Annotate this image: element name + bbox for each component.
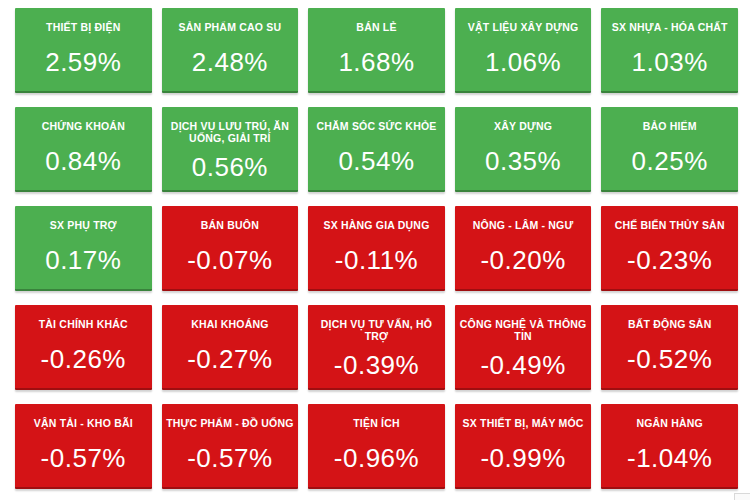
sector-name: BÁN LẺ [308, 8, 445, 33]
sector-change: -0.99% [455, 429, 592, 487]
sector-change: -0.96% [308, 429, 445, 487]
sector-tile[interactable]: SX PHỤ TRỢ 0.17% [15, 206, 152, 291]
sector-change: 0.84% [15, 132, 152, 190]
sector-change: 0.25% [601, 132, 738, 190]
sector-name: CHĂM SÓC SỨC KHỎE [308, 107, 445, 132]
sector-change: 1.03% [601, 33, 738, 91]
sector-name: SX PHỤ TRỢ [15, 206, 152, 231]
sector-name: BẢO HIỂM [601, 107, 738, 132]
sector-name: CHỨNG KHOÁN [15, 107, 152, 132]
sector-change: 2.48% [162, 33, 299, 91]
sector-name: DỊCH VỤ TƯ VẤN, HỖ TRỢ [308, 305, 445, 342]
sector-heatmap-board: THIẾT BỊ ĐIỆN 2.59% SẢN PHẨM CAO SU 2.48… [0, 0, 750, 500]
sector-change: -0.23% [601, 231, 738, 289]
sector-name: VẬT LIỆU XÂY DỰNG [455, 8, 592, 33]
sector-change: 0.35% [455, 132, 592, 190]
sector-name: NÔNG - LÂM - NGƯ [455, 206, 592, 231]
sector-change: -1.04% [601, 429, 738, 487]
sector-change: -0.39% [308, 342, 445, 388]
sector-change: 1.06% [455, 33, 592, 91]
sector-tile[interactable]: SX NHỰA - HÓA CHẤT 1.03% [601, 8, 738, 93]
sector-name: CHẾ BIẾN THỦY SẢN [601, 206, 738, 231]
sector-tile[interactable]: SX THIẾT BỊ, MÁY MÓC -0.99% [455, 404, 592, 489]
sector-change: -0.07% [162, 231, 299, 289]
sector-change: -0.27% [162, 330, 299, 388]
sector-name: SX HÀNG GIA DỤNG [308, 206, 445, 231]
sector-tile[interactable]: NGÂN HÀNG -1.04% [601, 404, 738, 489]
sector-change: -0.57% [15, 429, 152, 487]
sector-change: -0.49% [455, 342, 592, 388]
sector-change: 0.56% [162, 144, 299, 190]
sector-tile[interactable]: XÂY DỰNG 0.35% [455, 107, 592, 192]
sector-name: THIẾT BỊ ĐIỆN [15, 8, 152, 33]
sector-name: BÁN BUÔN [162, 206, 299, 231]
sector-change: -0.26% [15, 330, 152, 388]
sector-tile[interactable]: THIẾT BỊ ĐIỆN 2.59% [15, 8, 152, 93]
sector-tile[interactable]: VẬN TẢI - KHO BÃI -0.57% [15, 404, 152, 489]
sector-tile[interactable]: TÀI CHÍNH KHÁC -0.26% [15, 305, 152, 390]
sector-tile[interactable]: TIỆN ÍCH -0.96% [308, 404, 445, 489]
sector-name: NGÂN HÀNG [601, 404, 738, 429]
sector-name: KHAI KHOÁNG [162, 305, 299, 330]
sector-tile[interactable]: THỰC PHẨM - ĐỒ UỐNG -0.57% [162, 404, 299, 489]
sector-tile[interactable]: VẬT LIỆU XÂY DỰNG 1.06% [455, 8, 592, 93]
sector-tile[interactable]: CHỨNG KHOÁN 0.84% [15, 107, 152, 192]
sector-tile[interactable]: NÔNG - LÂM - NGƯ -0.20% [455, 206, 592, 291]
sector-name: THỰC PHẨM - ĐỒ UỐNG [162, 404, 299, 429]
sector-name: XÂY DỰNG [455, 107, 592, 132]
sector-change: 0.54% [308, 132, 445, 190]
sector-tile[interactable]: KHAI KHOÁNG -0.27% [162, 305, 299, 390]
sector-name: SẢN PHẨM CAO SU [162, 8, 299, 33]
sector-change: 2.59% [15, 33, 152, 91]
sector-name: VẬN TẢI - KHO BÃI [15, 404, 152, 429]
sector-name: BẤT ĐỘNG SẢN [601, 305, 738, 330]
sector-tile[interactable]: CHĂM SÓC SỨC KHỎE 0.54% [308, 107, 445, 192]
sector-tile[interactable]: CHẾ BIẾN THỦY SẢN -0.23% [601, 206, 738, 291]
sector-tile[interactable]: BẤT ĐỘNG SẢN -0.52% [601, 305, 738, 390]
sector-grid: THIẾT BỊ ĐIỆN 2.59% SẢN PHẨM CAO SU 2.48… [0, 0, 750, 489]
sector-name: TÀI CHÍNH KHÁC [15, 305, 152, 330]
sector-change: 1.68% [308, 33, 445, 91]
partial-tooltip-corner [734, 493, 750, 500]
sector-name: TIỆN ÍCH [308, 404, 445, 429]
sector-change: -0.11% [308, 231, 445, 289]
sector-name: CÔNG NGHỆ VÀ THÔNG TIN [455, 305, 592, 342]
sector-change: -0.57% [162, 429, 299, 487]
sector-tile[interactable]: CÔNG NGHỆ VÀ THÔNG TIN -0.49% [455, 305, 592, 390]
sector-tile[interactable]: DỊCH VỤ LƯU TRÚ, ĂN UỐNG, GIẢI TRÍ 0.56% [162, 107, 299, 192]
sector-change: -0.20% [455, 231, 592, 289]
sector-tile[interactable]: BÁN LẺ 1.68% [308, 8, 445, 93]
sector-change: -0.52% [601, 330, 738, 388]
sector-tile[interactable]: SẢN PHẨM CAO SU 2.48% [162, 8, 299, 93]
sector-name: SX THIẾT BỊ, MÁY MÓC [455, 404, 592, 429]
sector-tile[interactable]: SX HÀNG GIA DỤNG -0.11% [308, 206, 445, 291]
sector-tile[interactable]: BÁN BUÔN -0.07% [162, 206, 299, 291]
sector-tile[interactable]: BẢO HIỂM 0.25% [601, 107, 738, 192]
sector-change: 0.17% [15, 231, 152, 289]
sector-name: SX NHỰA - HÓA CHẤT [601, 8, 738, 33]
sector-tile[interactable]: DỊCH VỤ TƯ VẤN, HỖ TRỢ -0.39% [308, 305, 445, 390]
sector-name: DỊCH VỤ LƯU TRÚ, ĂN UỐNG, GIẢI TRÍ [162, 107, 299, 144]
